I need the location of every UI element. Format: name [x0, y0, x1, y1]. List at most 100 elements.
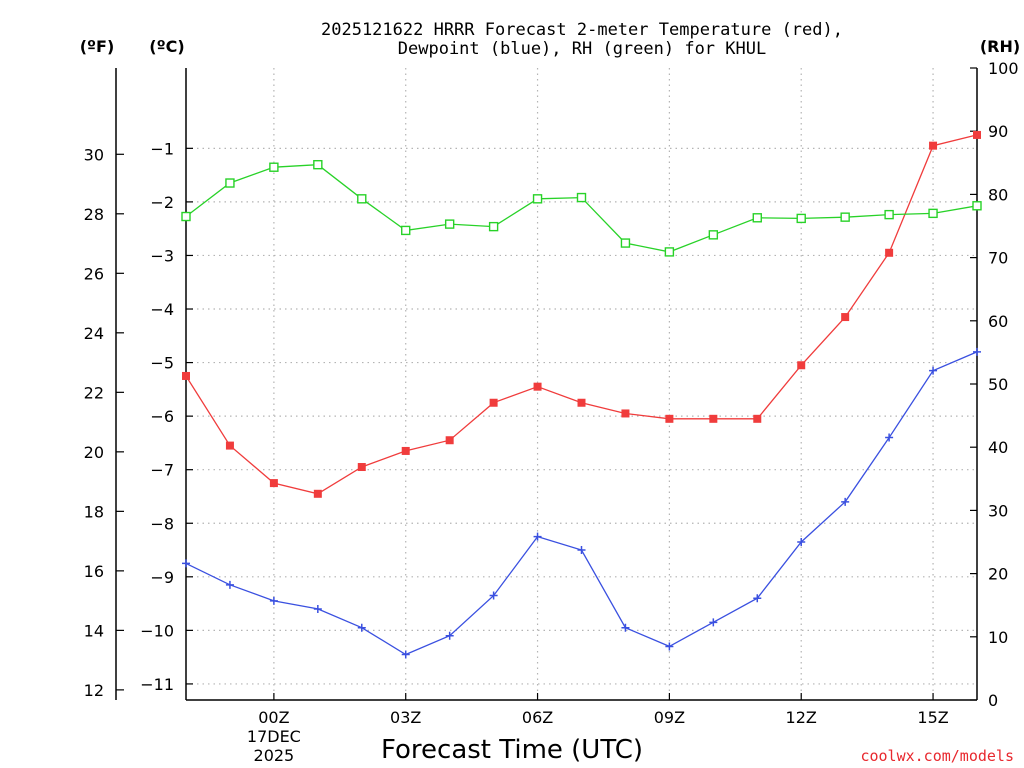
dewpoint-point	[709, 618, 718, 627]
rh-point	[532, 194, 543, 204]
dewpoint-point	[445, 631, 454, 640]
x-tick-label: 06Z	[522, 708, 553, 727]
fahrenheit-tick-label: 22	[84, 383, 104, 402]
fahrenheit-tick-label: 28	[84, 205, 104, 224]
temperature-point	[577, 398, 586, 407]
dewpoint-point	[753, 594, 762, 603]
rh-point	[488, 221, 499, 232]
rh-point	[269, 162, 279, 172]
x-axis-label: Forecast Time (UTC)	[381, 735, 643, 765]
rh-point	[752, 213, 762, 223]
celsius-tick-label: −5	[150, 354, 174, 373]
fahrenheit-tick-label: 18	[84, 502, 104, 521]
temperature-point	[489, 398, 498, 407]
rh-point	[225, 178, 235, 188]
rh-point	[620, 238, 631, 248]
x-tick-label: 09Z	[654, 708, 685, 727]
temperature-point	[269, 479, 278, 488]
celsius-tick-label: −9	[150, 568, 174, 587]
x-tick-label: 15Z	[917, 708, 948, 727]
fahrenheit-tick-label: 12	[84, 681, 104, 700]
rh-point	[576, 192, 587, 203]
temperature-point	[885, 248, 894, 257]
celsius-tick-label: −2	[150, 193, 174, 212]
fahrenheit-tick-label: 30	[84, 145, 104, 164]
dewpoint-line	[185, 351, 978, 656]
dewpoint-point	[885, 433, 894, 442]
temperature-line	[185, 134, 978, 495]
fahrenheit-tick-label: 24	[84, 324, 104, 343]
dewpoint-point	[841, 497, 850, 506]
celsius-tick-label: −3	[150, 246, 174, 265]
x-tick-sublabel-year: 2025	[254, 746, 295, 765]
dewpoint-point	[621, 623, 630, 632]
celsius-tick-label: −1	[150, 139, 174, 158]
temperature-point	[709, 414, 718, 423]
dewpoint-point	[973, 347, 981, 356]
rh-tick-label: 60	[988, 312, 1008, 331]
rh-line	[185, 164, 978, 253]
fahrenheit-tick-label: 16	[84, 562, 104, 581]
axes: 30 28 26 24 22 20 18 16 14 12 −1 −2 −3 −4 −5 −6 −7 −8 −9 −1…	[84, 59, 1019, 765]
temperature-point	[401, 446, 410, 455]
fahrenheit-tick-label: 14	[84, 621, 104, 640]
temperature-point	[621, 409, 630, 418]
rh-tick-label: 10	[988, 628, 1008, 647]
rh-point	[708, 230, 719, 240]
temperature-point	[665, 414, 674, 423]
x-tick-sublabel-date: 17DEC	[247, 727, 301, 746]
fahrenheit-tick-label: 20	[84, 443, 104, 462]
rh-point	[357, 194, 367, 204]
temperature-point	[533, 382, 542, 391]
dewpoint-point	[225, 580, 234, 589]
gridlines	[186, 68, 977, 700]
dewpoint-point	[533, 532, 542, 541]
dewpoint-point	[401, 650, 410, 659]
celsius-tick-label: −8	[150, 514, 174, 533]
celsius-tick-label: −10	[140, 621, 174, 640]
rh-tick-label: 40	[988, 438, 1008, 457]
rh-point	[796, 213, 806, 224]
rh-tick-label: 80	[988, 185, 1008, 204]
rh-tick-label: 0	[988, 691, 998, 710]
rh-unit-label: (RH)	[980, 37, 1020, 56]
rh-point	[401, 225, 411, 236]
rh-point	[884, 209, 894, 220]
dewpoint-point	[313, 604, 322, 613]
rh-tick-label: 30	[988, 501, 1008, 520]
rh-point	[444, 219, 455, 229]
temperature-point	[445, 436, 454, 445]
temperature-point	[225, 441, 234, 450]
dewpoint-point	[577, 546, 586, 555]
rh-tick-label: 100	[988, 59, 1019, 78]
dewpoint-point	[929, 366, 938, 375]
data-series	[181, 130, 982, 659]
rh-point	[840, 212, 850, 222]
rh-tick-label: 50	[988, 375, 1008, 394]
dewpoint-point	[269, 596, 278, 605]
x-tick-label: 00Z	[258, 708, 289, 727]
dewpoint-point	[182, 559, 190, 568]
temperature-point	[841, 313, 850, 322]
fahrenheit-unit-label: (ºF)	[80, 37, 115, 56]
rh-point	[181, 211, 191, 222]
chart-title-line2: Dewpoint (blue), RH (green) for KHUL	[398, 39, 766, 59]
celsius-tick-label: −7	[150, 461, 174, 480]
temperature-point	[313, 489, 322, 498]
dewpoint-point	[797, 538, 806, 546]
rh-tick-label: 20	[988, 565, 1008, 584]
temperature-point	[182, 371, 190, 380]
rh-point	[972, 201, 982, 211]
rh-point	[664, 247, 675, 257]
celsius-tick-label: −4	[150, 300, 174, 319]
dewpoint-point	[489, 591, 498, 600]
x-tick-label: 03Z	[390, 708, 421, 727]
temperature-point	[973, 130, 981, 139]
fahrenheit-tick-label: 26	[84, 264, 104, 283]
dewpoint-point	[665, 642, 674, 651]
rh-tick-label: 70	[988, 249, 1008, 268]
x-tick-label: 12Z	[786, 708, 817, 727]
rh-point	[928, 208, 938, 219]
rh-tick-label: 90	[988, 122, 1008, 141]
